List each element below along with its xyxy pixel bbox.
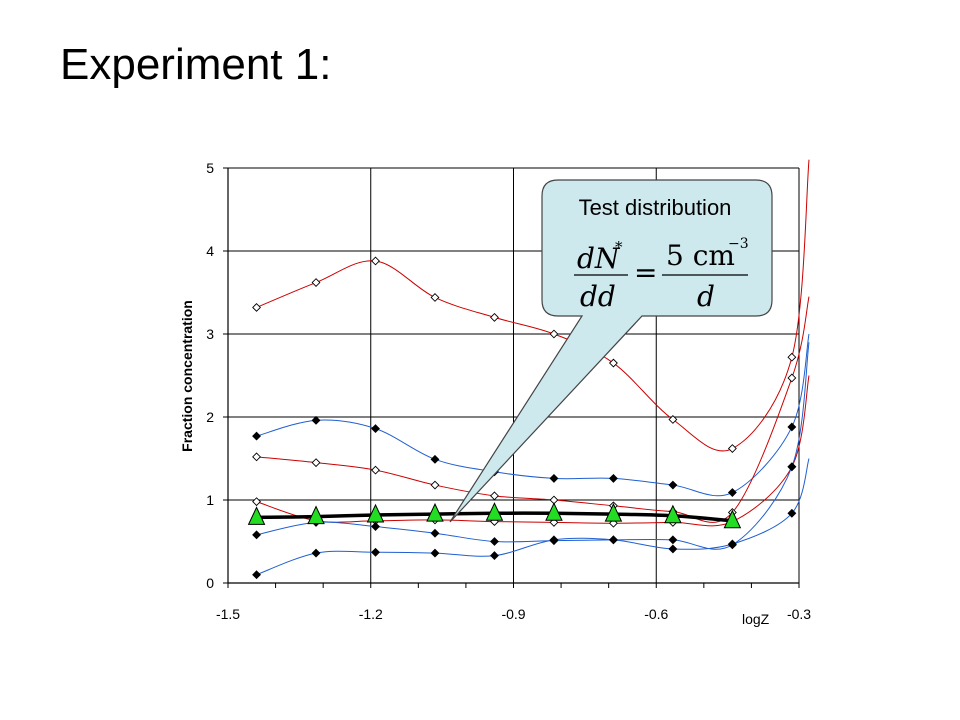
y-tick-label: 1 <box>206 492 214 508</box>
data-point-triangle <box>485 502 504 521</box>
y-tick-label: 5 <box>206 160 214 176</box>
y-tick-label: 3 <box>206 326 214 342</box>
data-point-diamond <box>549 473 559 483</box>
data-point-diamond <box>787 422 797 432</box>
svg-text:d: d <box>697 280 715 313</box>
data-point-diamond <box>727 539 737 549</box>
y-tick-label: 2 <box>206 409 214 425</box>
data-point-diamond <box>668 535 678 545</box>
series-line-2 <box>256 296 810 523</box>
y-tick-label: 4 <box>206 243 214 259</box>
data-point-diamond <box>668 480 678 490</box>
svg-text:−3: −3 <box>728 236 749 252</box>
data-point-diamond <box>311 278 321 287</box>
slide-title: Experiment 1: <box>60 40 332 89</box>
data-point-triangle <box>426 502 444 522</box>
data-point-diamond <box>608 358 618 368</box>
data-point-diamond <box>371 256 380 266</box>
x-tick-label: -0.6 <box>644 606 668 622</box>
svg-text:*: * <box>615 238 623 256</box>
data-point-triangle <box>604 502 623 522</box>
series-line-3 <box>256 375 810 527</box>
y-axis-title: Fraction concentration <box>179 300 195 452</box>
data-point-diamond <box>727 488 737 497</box>
data-point-diamond <box>787 352 797 362</box>
data-point-diamond <box>430 293 440 302</box>
data-point-diamond <box>430 454 440 464</box>
data-point-diamond <box>787 508 797 518</box>
data-point-triangle <box>664 504 682 524</box>
data-point-diamond <box>549 329 559 339</box>
data-point-diamond <box>311 415 321 425</box>
data-point-diamond <box>787 373 797 383</box>
data-point-diamond <box>430 548 440 558</box>
data-point-triangle <box>307 505 325 525</box>
data-point-diamond <box>371 465 380 475</box>
data-point-diamond <box>311 548 321 558</box>
data-point-diamond <box>490 491 499 501</box>
callout-text: Test distribution <box>579 195 732 220</box>
x-tick-label: -1.5 <box>216 606 240 622</box>
data-point-diamond <box>549 535 559 545</box>
data-point-diamond <box>668 544 678 554</box>
data-point-diamond <box>252 570 261 580</box>
data-point-diamond <box>252 303 261 312</box>
svg-text:dN: dN <box>577 242 621 275</box>
data-point-triangle <box>366 503 385 523</box>
data-point-diamond <box>787 462 797 472</box>
svg-text:5 cm: 5 cm <box>666 239 735 272</box>
data-point-triangle <box>247 506 266 525</box>
data-point-diamond <box>371 522 380 531</box>
x-axis-title: logZ <box>742 611 770 627</box>
y-tick-label: 0 <box>206 575 214 591</box>
callout-bubble <box>449 179 773 523</box>
data-point-diamond <box>252 530 261 540</box>
data-point-diamond <box>311 458 321 468</box>
tick-labels: 0 1 2 3 4 5 -1.5 -1.2 -0.9 -0.6 -0.3 <box>206 160 811 622</box>
data-point-diamond <box>490 312 499 322</box>
data-point-diamond <box>490 537 499 546</box>
data-point-diamond <box>430 528 440 538</box>
data-point-diamond <box>371 547 380 557</box>
callout-formula: dN * dd = 5 cm −3 d <box>574 236 749 313</box>
series-line-4 <box>256 342 810 550</box>
data-point-diamond <box>252 497 261 507</box>
data-point-diamond <box>727 444 737 453</box>
series-line-1 <box>256 333 810 497</box>
data-point-diamond <box>430 480 440 490</box>
data-point-diamond <box>252 452 261 462</box>
data-point-diamond <box>490 551 499 561</box>
data-point-diamond <box>252 431 261 441</box>
data-point-diamond <box>668 415 678 424</box>
svg-text:dd: dd <box>580 280 616 313</box>
x-tick-label: -1.2 <box>359 606 383 622</box>
data-point-diamond <box>608 535 618 545</box>
svg-text:=: = <box>634 256 657 289</box>
x-tick-label: -0.9 <box>501 606 525 622</box>
data-point-triangle <box>545 502 563 521</box>
data-point-diamond <box>608 473 618 483</box>
callout: Test distribution dN * dd = 5 cm −3 d <box>449 179 773 523</box>
data-point-diamond <box>371 424 380 434</box>
series-markers <box>247 256 797 580</box>
data-point-triangle <box>723 509 742 529</box>
x-tick-label: -0.3 <box>787 606 811 622</box>
plot-axes <box>223 167 800 588</box>
